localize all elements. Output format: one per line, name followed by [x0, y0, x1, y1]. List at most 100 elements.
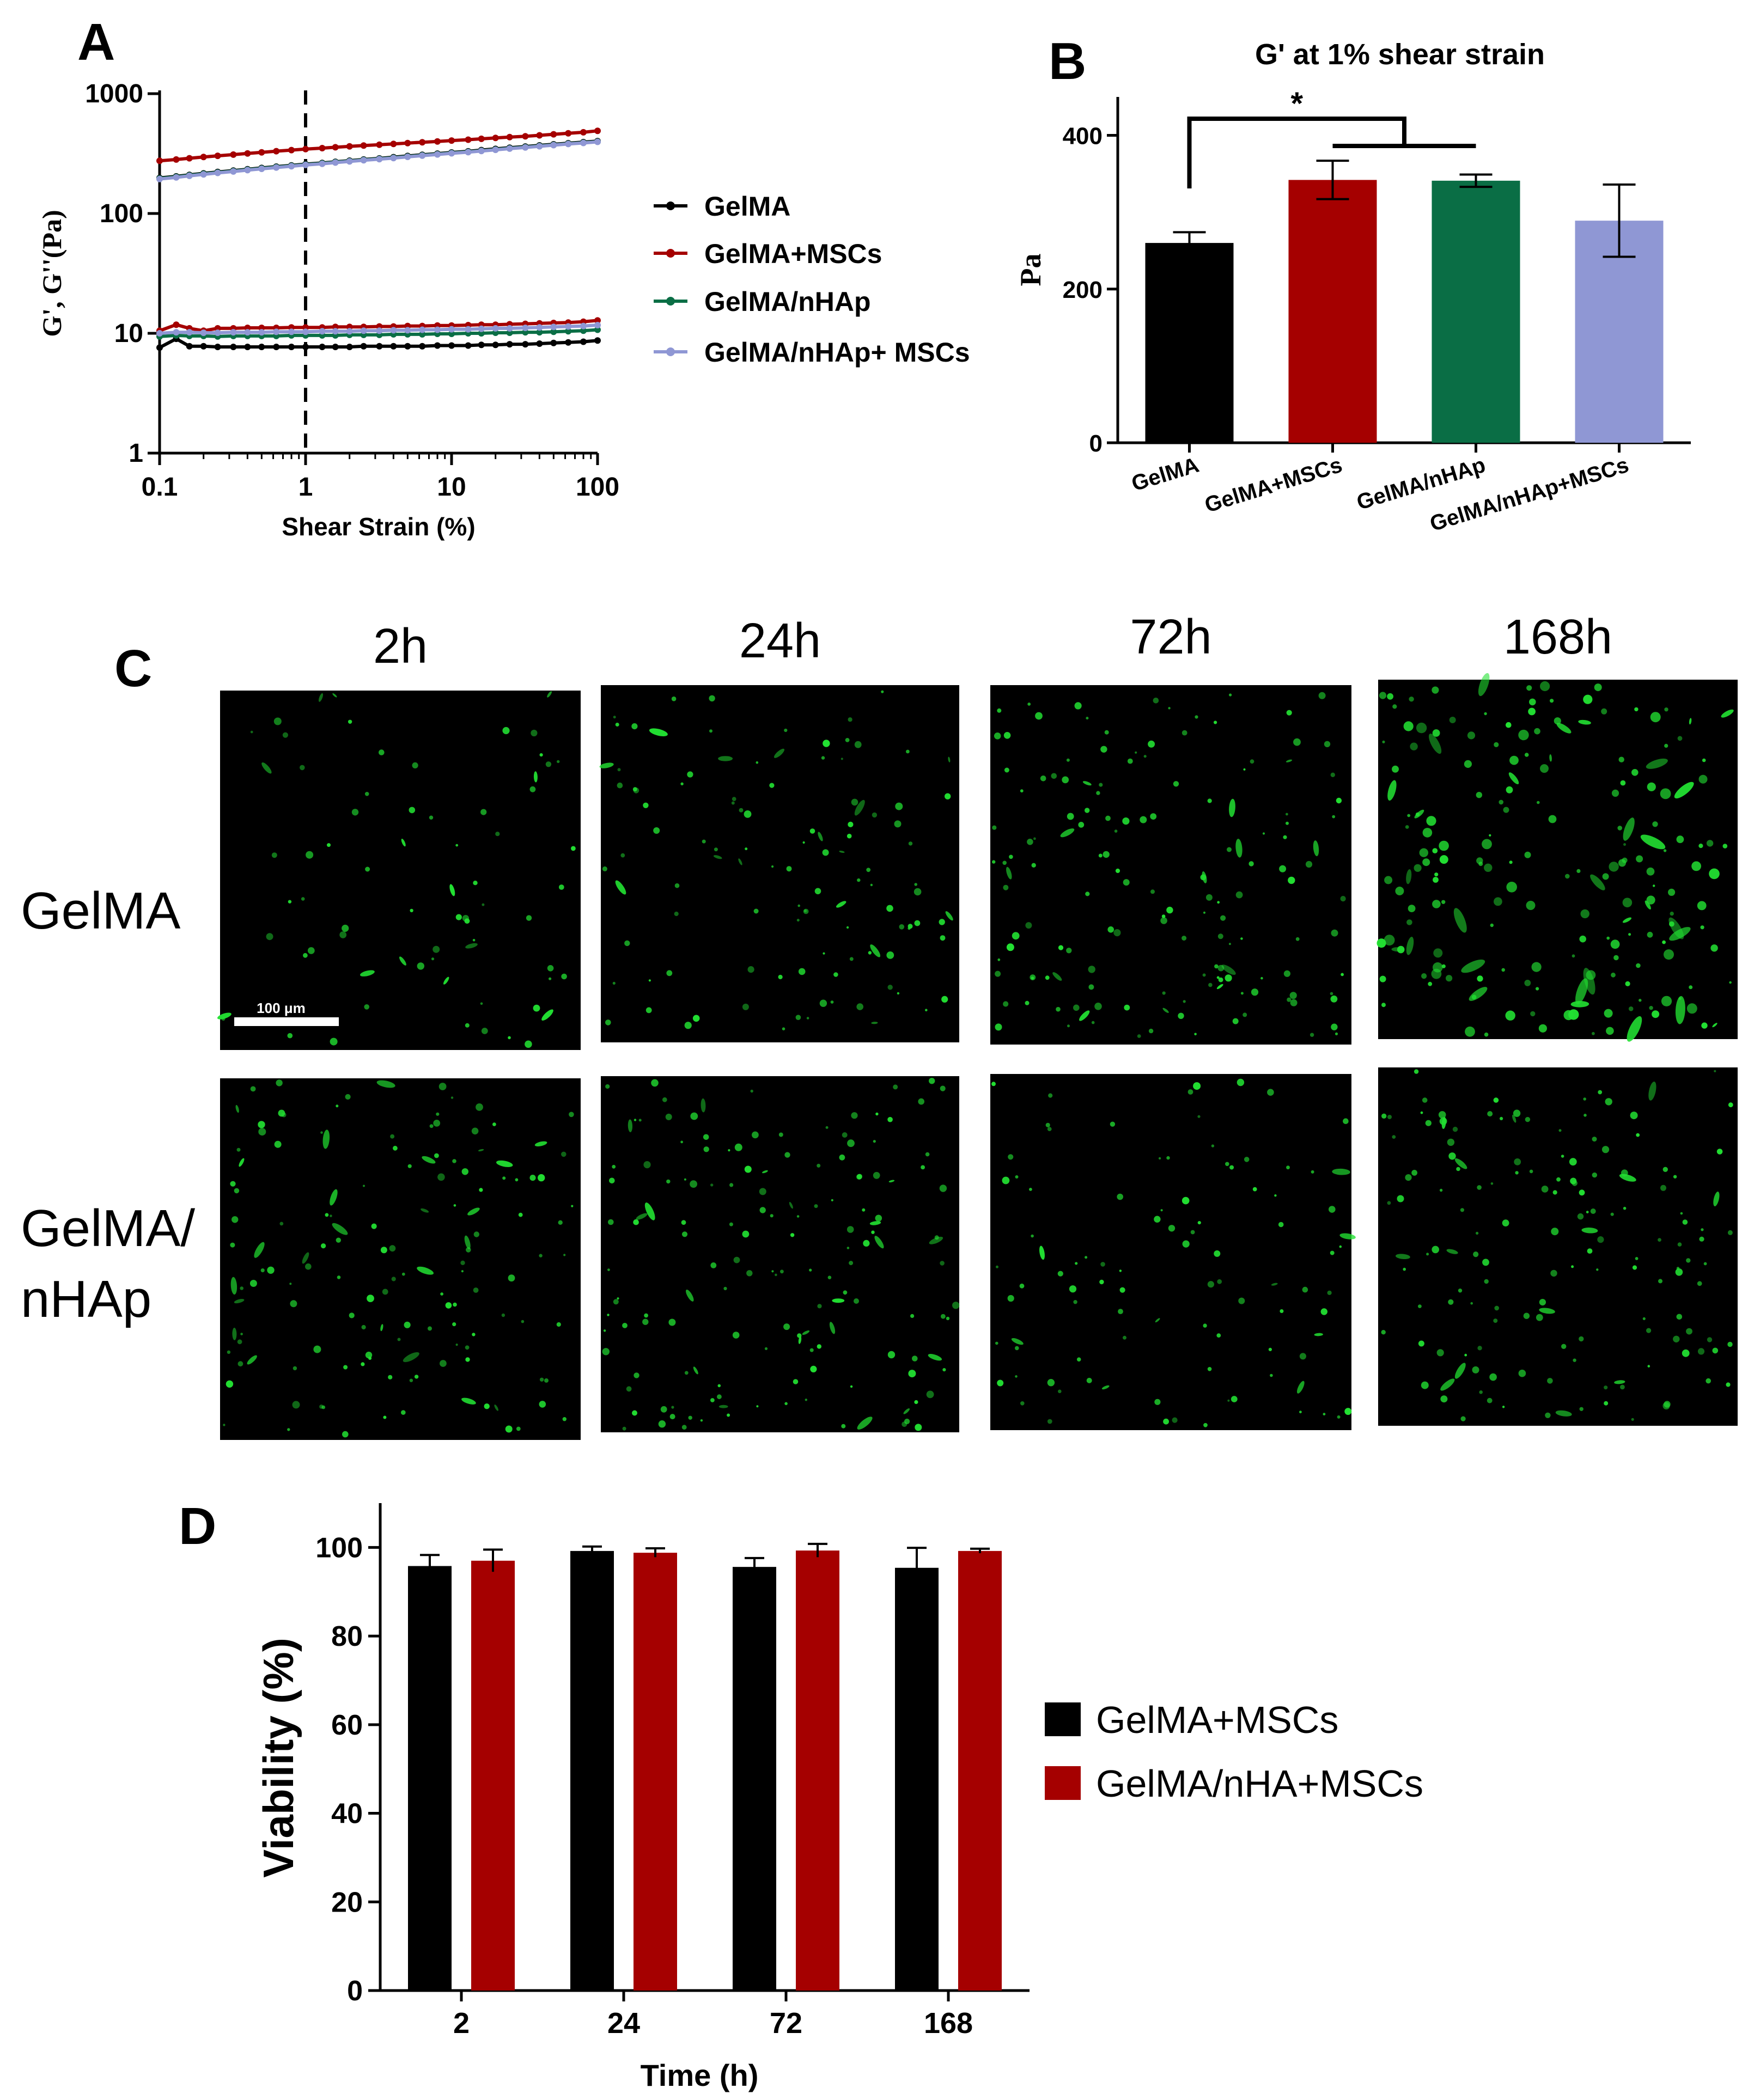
cell-spot — [1428, 734, 1442, 754]
cell-spot — [1493, 1097, 1499, 1103]
cell-spot — [644, 1202, 655, 1220]
cell-spot — [1432, 729, 1440, 737]
cell-spot — [273, 717, 282, 725]
a-point-storage-series-1 — [550, 131, 557, 138]
cell-spot — [1076, 1357, 1081, 1362]
cell-spot — [1635, 1257, 1639, 1260]
cell-spot — [1270, 1373, 1273, 1377]
cell-spot — [1664, 707, 1668, 712]
cell-spot — [1336, 797, 1342, 804]
cell-spot — [1299, 1353, 1306, 1360]
cell-spot — [1699, 1236, 1704, 1242]
cell-spot — [1299, 1411, 1302, 1414]
cell-spot — [544, 1378, 549, 1383]
a-point-storage-series-3 — [390, 155, 397, 162]
cell-spot — [1538, 1024, 1547, 1033]
cell-spot — [1610, 939, 1620, 949]
cell-spot — [906, 749, 910, 754]
a-point-storage-series-3 — [214, 169, 221, 176]
cell-spot — [1048, 1093, 1053, 1098]
d-bar-series-1 — [634, 1553, 677, 1991]
cell-spot — [1500, 1116, 1503, 1120]
cell-spot — [1634, 707, 1639, 712]
cell-spot — [417, 1266, 434, 1275]
panel-b-title: G' at 1% shear strain — [1255, 38, 1545, 71]
cell-spot — [1428, 981, 1433, 986]
cell-spot — [1341, 973, 1344, 976]
a-point-storage-series-3 — [288, 163, 295, 170]
cell-spot — [1613, 955, 1619, 961]
a-point-loss-series-3 — [506, 325, 513, 332]
cell-spot — [1706, 1378, 1711, 1384]
cell-spot — [1572, 1180, 1578, 1186]
cell-spot — [1561, 1344, 1567, 1349]
cell-spot — [547, 691, 552, 698]
cell-spot — [718, 1405, 728, 1408]
cell-spot — [1706, 840, 1714, 847]
a-point-loss-series-3 — [522, 325, 529, 331]
cell-spot — [1505, 1010, 1515, 1021]
cell-spot — [1078, 822, 1085, 828]
cell-spot — [1439, 1117, 1447, 1125]
cell-spot — [440, 1360, 447, 1367]
cell-spot — [1166, 906, 1173, 914]
cell-spot — [1405, 825, 1409, 829]
cell-spot — [1238, 1297, 1245, 1304]
cell-spot — [1085, 892, 1090, 896]
cell-spot — [1579, 935, 1586, 943]
d-bar-series-0 — [733, 1567, 776, 1991]
b-bar — [1145, 243, 1234, 443]
cell-spot — [886, 951, 894, 959]
cell-spot — [1395, 1254, 1410, 1260]
cell-spot — [1117, 1193, 1123, 1200]
cell-spot — [1330, 1250, 1335, 1255]
cell-spot — [952, 1302, 960, 1309]
cell-spot — [1609, 862, 1619, 872]
cell-spot — [1227, 1399, 1230, 1402]
cell-spot — [895, 802, 903, 810]
cell-spot — [1162, 991, 1166, 995]
a-point-storage-series-3 — [580, 139, 587, 146]
cell-spot — [1636, 855, 1643, 863]
cell-spot — [1414, 1069, 1419, 1074]
b-y-axis-title: Pa — [1014, 254, 1047, 286]
cell-spot — [1286, 821, 1289, 825]
cell-spot — [617, 782, 623, 789]
cell-spot — [1440, 1378, 1455, 1391]
a-point-storage-series-3 — [230, 168, 237, 175]
cell-spot — [881, 690, 884, 693]
cell-spot — [1686, 1328, 1692, 1335]
cell-spot — [934, 1235, 939, 1240]
cell-spot — [1721, 709, 1734, 718]
cell-spot — [669, 1414, 675, 1420]
cell-spot — [1314, 1333, 1323, 1336]
cell-spot — [1487, 1397, 1493, 1403]
cell-spot — [471, 1127, 479, 1135]
a-point-loss-series-2 — [536, 329, 543, 336]
cell-spot — [336, 1237, 341, 1243]
cell-spot — [894, 820, 902, 828]
cell-spot — [1422, 858, 1430, 866]
cell-spot — [1217, 901, 1220, 904]
cell-spot — [869, 1221, 881, 1225]
cell-spot — [1181, 1196, 1190, 1205]
cell-spot — [903, 1408, 910, 1414]
cell-spot — [1660, 1185, 1666, 1191]
cell-spot — [230, 1242, 235, 1248]
cell-spot — [1387, 780, 1397, 801]
cell-spot — [780, 1269, 784, 1274]
micrograph-background — [990, 685, 1351, 1045]
cell-spot — [658, 1420, 666, 1428]
a-point-loss-series-2 — [580, 327, 587, 334]
d-x-tick-label: 2 — [453, 2007, 470, 2040]
cell-spot — [1592, 1172, 1597, 1178]
cell-spot — [1432, 1246, 1439, 1254]
cell-spot — [887, 1116, 893, 1122]
a-point-loss-series-0 — [186, 343, 193, 350]
a-point-storage-series-1 — [522, 133, 529, 140]
cell-spot — [1605, 1098, 1612, 1106]
cell-spot — [836, 901, 846, 908]
cell-spot — [843, 1290, 848, 1295]
cell-spot — [1448, 1152, 1456, 1160]
cell-spot — [681, 1231, 688, 1237]
